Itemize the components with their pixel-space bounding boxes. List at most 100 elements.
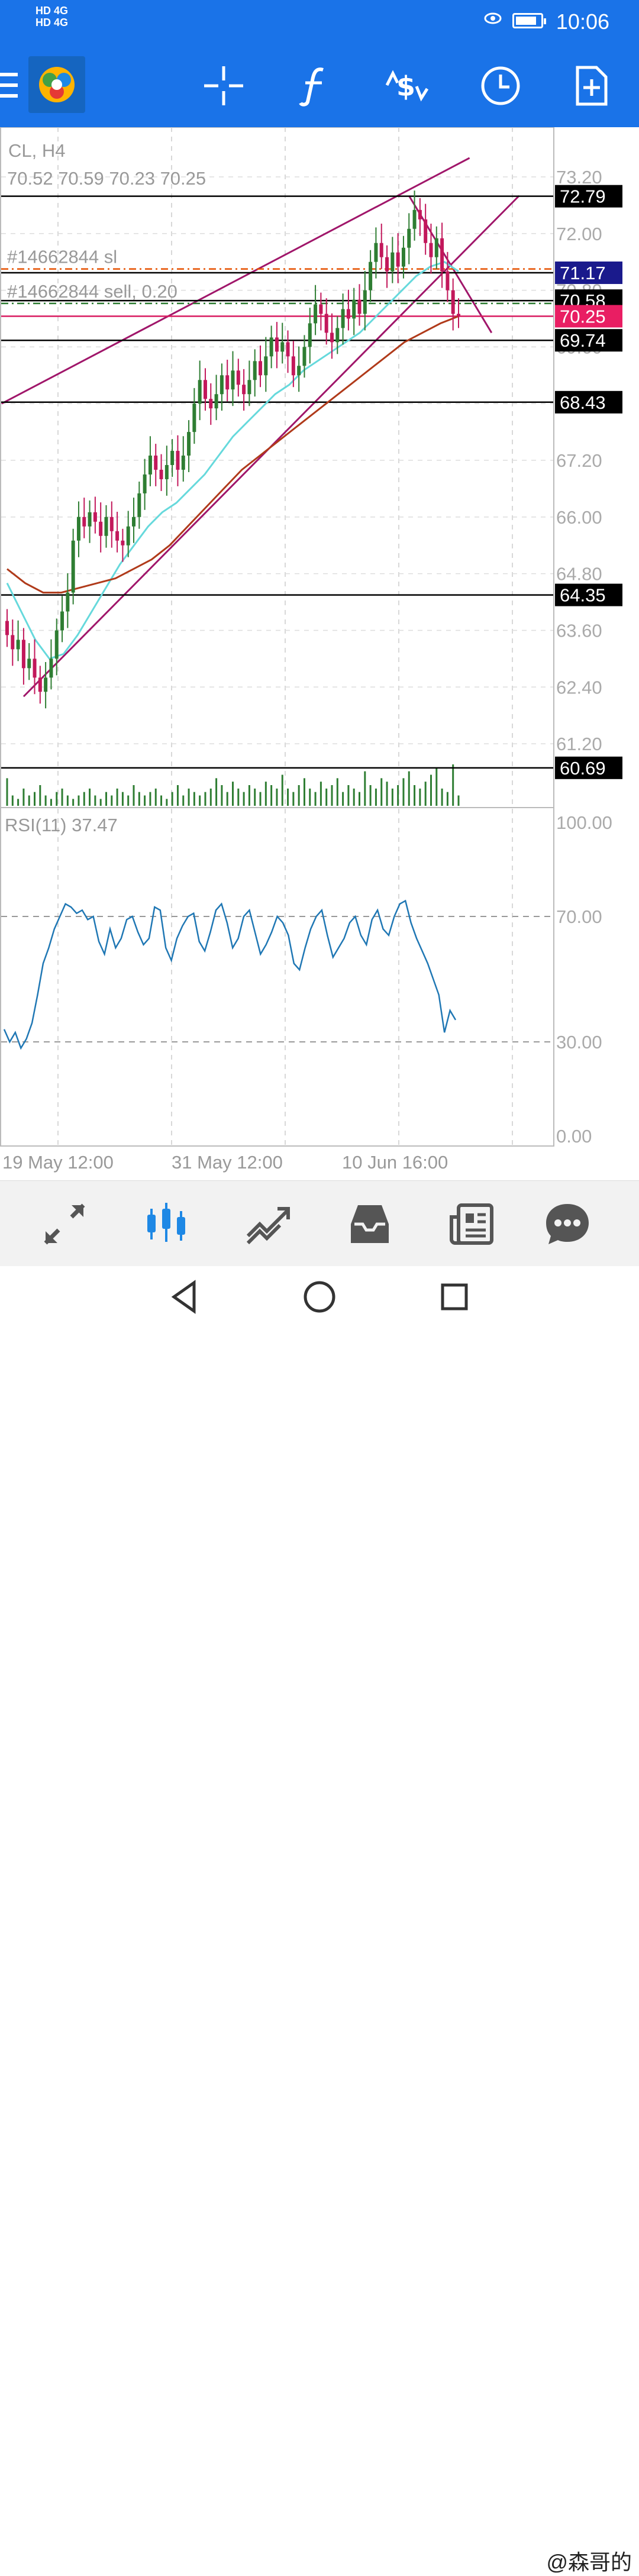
tab-chart[interactable]: [140, 1197, 193, 1251]
candle-body: [242, 385, 246, 395]
candle-body: [154, 456, 158, 470]
candle-body: [38, 677, 42, 692]
crosshair-button[interactable]: [200, 62, 247, 109]
rsi-tick-label: 70.00: [556, 906, 602, 927]
candle-body: [176, 451, 180, 470]
candle-body: [429, 243, 433, 257]
candle-body: [324, 314, 328, 333]
candle-body: [109, 517, 114, 531]
candle-body: [357, 299, 362, 314]
candle-body: [341, 309, 345, 328]
candle-body: [49, 658, 53, 678]
price-tag-label: 69.74: [560, 330, 606, 351]
history-icon: [351, 1205, 389, 1243]
period-button[interactable]: [477, 62, 524, 109]
crosshair-icon: [204, 66, 243, 105]
candle-body: [137, 493, 141, 517]
candle-body: [11, 635, 15, 650]
time-tick-label: 31 May 12:00: [172, 1152, 283, 1173]
price-tick-label: 61.20: [556, 734, 602, 754]
candle-body: [236, 370, 240, 385]
candle-body: [297, 366, 301, 376]
tab-chat[interactable]: [541, 1197, 594, 1251]
candles: [5, 191, 460, 709]
function-icon: [299, 67, 324, 106]
indicators-button[interactable]: [291, 62, 338, 109]
candle-body: [225, 375, 230, 390]
price-tick-label: 62.40: [556, 677, 602, 698]
app-logo[interactable]: [28, 56, 85, 113]
candle-body: [247, 380, 251, 395]
tab-history[interactable]: [343, 1197, 396, 1251]
candle-body: [418, 209, 422, 219]
candle-body: [269, 337, 273, 357]
candle-body: [457, 314, 460, 317]
tab-quotes[interactable]: [38, 1197, 91, 1251]
candle-body: [286, 342, 290, 357]
candle-body: [369, 262, 373, 290]
price-tag-bg: [555, 305, 622, 328]
candle-body: [385, 257, 389, 272]
time-tick-label: 19 May 12:00: [2, 1152, 114, 1173]
candle-body: [319, 304, 323, 314]
candle-body: [434, 238, 438, 257]
chat-icon: [546, 1204, 589, 1244]
new-trade-button[interactable]: $: [383, 62, 431, 109]
candle-body: [440, 238, 444, 272]
candle-body: [314, 304, 318, 324]
price-tick-label: 66.00: [556, 507, 602, 528]
menu-icon[interactable]: [0, 73, 19, 99]
trade-icon: [246, 1207, 290, 1245]
candle-body: [143, 474, 147, 493]
candle-body: [181, 456, 185, 470]
tab-trade[interactable]: [241, 1197, 295, 1251]
fast-moving-average: [6, 261, 459, 660]
candle-body: [302, 347, 306, 366]
quotes-icon: [44, 1203, 85, 1245]
price-tag-label: 60.69: [560, 758, 606, 779]
chart-svg[interactable]: #14662844 sl#14662844 sell, 0.20 73.2072…: [0, 127, 639, 1180]
battery-icon: [512, 13, 546, 28]
tab-news[interactable]: [445, 1197, 498, 1251]
rsi-tick-label: 0.00: [556, 1126, 592, 1147]
candle-body: [209, 399, 213, 409]
price-tag-label: 72.79: [560, 186, 606, 207]
price-tag-label: 70.25: [560, 306, 606, 327]
horizontal-levels: #14662844 sl #14662844 sell, 0.20: [1, 195, 553, 769]
price-tick-label: 64.80: [556, 564, 602, 585]
candle-body: [115, 531, 120, 541]
candle-body: [27, 658, 31, 669]
back-icon[interactable]: [167, 1279, 202, 1315]
candle-body: [346, 309, 350, 319]
network-indicator-2: HD 4G: [36, 17, 69, 28]
logo-icon: [39, 67, 75, 102]
candle-body: [104, 517, 108, 536]
upper-channel-line: [1, 157, 470, 405]
candle-body: [259, 361, 263, 376]
rsi-title: RSI(11) 37.47: [5, 815, 118, 835]
recents-icon[interactable]: [437, 1279, 472, 1315]
candle-body: [203, 380, 207, 399]
price-tick-label: 72.00: [556, 224, 602, 244]
candle-body: [159, 469, 163, 479]
new-order-button[interactable]: [568, 62, 615, 109]
candle-body: [170, 451, 175, 465]
candle-body: [54, 630, 59, 659]
axis-labels: 73.2072.0070.8069.6068.4067.2066.0064.80…: [2, 167, 612, 1173]
candle-body: [352, 299, 356, 319]
candle-body: [93, 512, 97, 522]
rsi-panel: [1, 899, 553, 1050]
volume-bars: [6, 764, 460, 806]
candle-body: [280, 342, 285, 352]
candle-body: [231, 370, 235, 390]
clock-time: 10:06: [556, 9, 609, 34]
rsi-tick-label: 30.00: [556, 1032, 602, 1053]
chart-area[interactable]: #14662844 sl #14662844 sell, 0.20 73.20 72…: [0, 127, 639, 1180]
rsi-line: [3, 899, 457, 1050]
slow-moving-average: [7, 315, 459, 594]
system-nav-bar: @森哥的: [0, 1266, 639, 2574]
order-label: #14662844 sell, 0.20: [7, 281, 178, 302]
chart-frame: [0, 127, 554, 1147]
home-icon[interactable]: [302, 1279, 337, 1315]
